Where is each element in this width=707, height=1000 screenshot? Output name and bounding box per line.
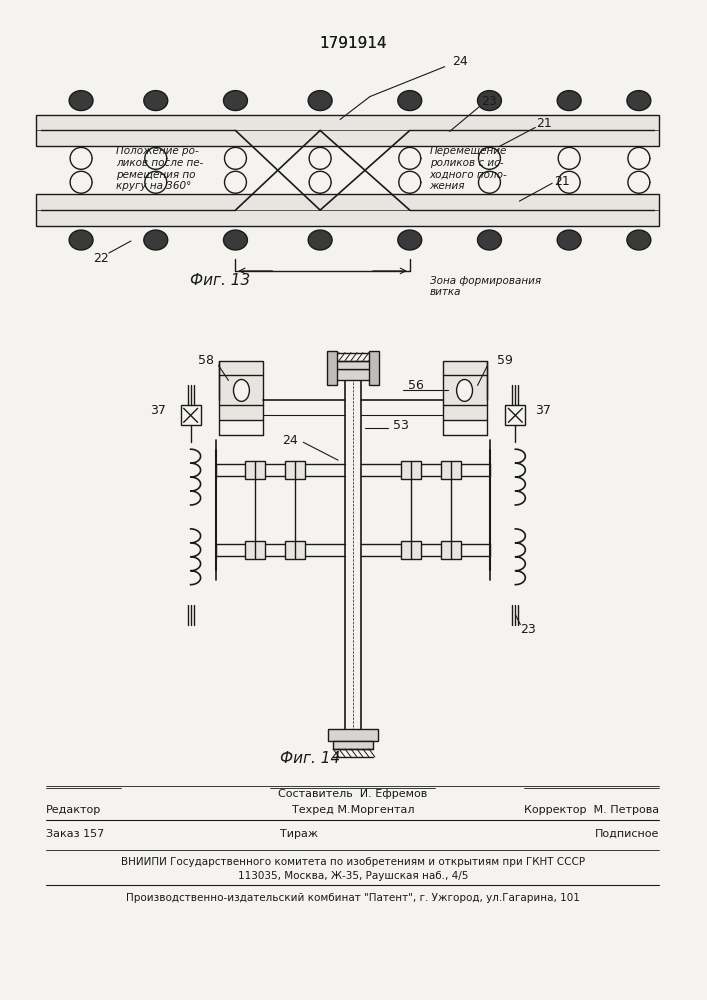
Text: Составитель  И. Ефремов: Составитель И. Ефремов <box>279 789 428 799</box>
Text: 24: 24 <box>283 434 298 447</box>
Text: 21: 21 <box>554 175 570 188</box>
Text: 56: 56 <box>408 379 423 392</box>
Text: 37: 37 <box>150 404 165 417</box>
Ellipse shape <box>477 91 501 111</box>
Bar <box>245 541 265 559</box>
Circle shape <box>225 147 247 169</box>
Text: Положение ро-
ликов после пе-
ремещения по
кругу на 360°: Положение ро- ликов после пе- ремещения … <box>116 146 204 191</box>
Circle shape <box>70 171 92 193</box>
Text: 21: 21 <box>537 117 552 130</box>
Ellipse shape <box>223 91 247 111</box>
Bar <box>440 541 460 559</box>
Text: 58: 58 <box>197 354 214 367</box>
Circle shape <box>559 147 580 169</box>
Bar <box>36 115 659 146</box>
Text: Редактор: Редактор <box>46 805 102 815</box>
Ellipse shape <box>308 91 332 111</box>
Text: 37: 37 <box>535 404 551 417</box>
Ellipse shape <box>144 91 168 111</box>
Text: 24: 24 <box>452 55 467 68</box>
Circle shape <box>145 171 167 193</box>
Circle shape <box>399 171 421 193</box>
Bar <box>327 351 337 385</box>
Bar <box>181 405 201 425</box>
Ellipse shape <box>557 230 581 250</box>
Text: Фиг. 13: Фиг. 13 <box>190 273 251 288</box>
Ellipse shape <box>308 230 332 250</box>
Ellipse shape <box>627 91 651 111</box>
Text: Производственно-издательский комбинат "Патент", г. Ужгород, ул.Гагарина, 101: Производственно-издательский комбинат "П… <box>126 893 580 903</box>
Circle shape <box>628 147 650 169</box>
Circle shape <box>225 171 247 193</box>
Ellipse shape <box>69 230 93 250</box>
Text: 1791914: 1791914 <box>319 36 387 51</box>
Text: 59: 59 <box>498 354 513 367</box>
Circle shape <box>628 171 650 193</box>
Text: Фиг. 14: Фиг. 14 <box>280 751 340 766</box>
Circle shape <box>399 147 421 169</box>
Circle shape <box>479 147 501 169</box>
Text: ВНИИПИ Государственного комитета по изобретениям и открытиям при ГКНТ СССР: ВНИИПИ Государственного комитета по изоб… <box>121 857 585 867</box>
Bar <box>328 729 378 741</box>
Bar <box>245 461 265 479</box>
Bar <box>401 541 421 559</box>
Text: Техред М.Моргентал: Техред М.Моргентал <box>292 805 414 815</box>
Bar <box>333 741 373 749</box>
Bar <box>285 541 305 559</box>
Text: 23: 23 <box>520 623 536 636</box>
Circle shape <box>145 147 167 169</box>
Text: 1791914: 1791914 <box>319 36 387 51</box>
Bar <box>328 369 378 380</box>
Bar <box>369 351 379 385</box>
Text: Корректор  М. Петрова: Корректор М. Петрова <box>524 805 659 815</box>
Text: Заказ 157: Заказ 157 <box>46 829 105 839</box>
Text: Зона формирования
витка: Зона формирования витка <box>430 276 541 297</box>
Bar <box>333 361 373 369</box>
Text: 53: 53 <box>393 419 409 432</box>
Circle shape <box>479 171 501 193</box>
Ellipse shape <box>398 230 422 250</box>
Bar <box>443 361 487 420</box>
Bar <box>36 194 659 226</box>
Text: 23: 23 <box>481 95 497 108</box>
Ellipse shape <box>627 230 651 250</box>
Ellipse shape <box>144 230 168 250</box>
Bar <box>401 461 421 479</box>
Text: 113035, Москва, Ж-35, Раушская наб., 4/5: 113035, Москва, Ж-35, Раушская наб., 4/5 <box>238 871 468 881</box>
Bar <box>506 405 525 425</box>
Ellipse shape <box>398 91 422 111</box>
Ellipse shape <box>233 379 250 401</box>
Ellipse shape <box>69 91 93 111</box>
Text: Перемещение
роликов с ис-
ходного поло-
жения: Перемещение роликов с ис- ходного поло- … <box>430 146 508 191</box>
Circle shape <box>559 171 580 193</box>
Bar <box>285 461 305 479</box>
Text: Тираж: Тираж <box>280 829 318 839</box>
Circle shape <box>309 171 331 193</box>
Ellipse shape <box>223 230 247 250</box>
Circle shape <box>309 147 331 169</box>
Bar <box>440 461 460 479</box>
Ellipse shape <box>477 230 501 250</box>
Text: 22: 22 <box>93 252 109 265</box>
Ellipse shape <box>457 379 472 401</box>
Ellipse shape <box>557 91 581 111</box>
Bar <box>218 361 263 420</box>
Circle shape <box>70 147 92 169</box>
Text: Подписное: Подписное <box>595 829 659 839</box>
